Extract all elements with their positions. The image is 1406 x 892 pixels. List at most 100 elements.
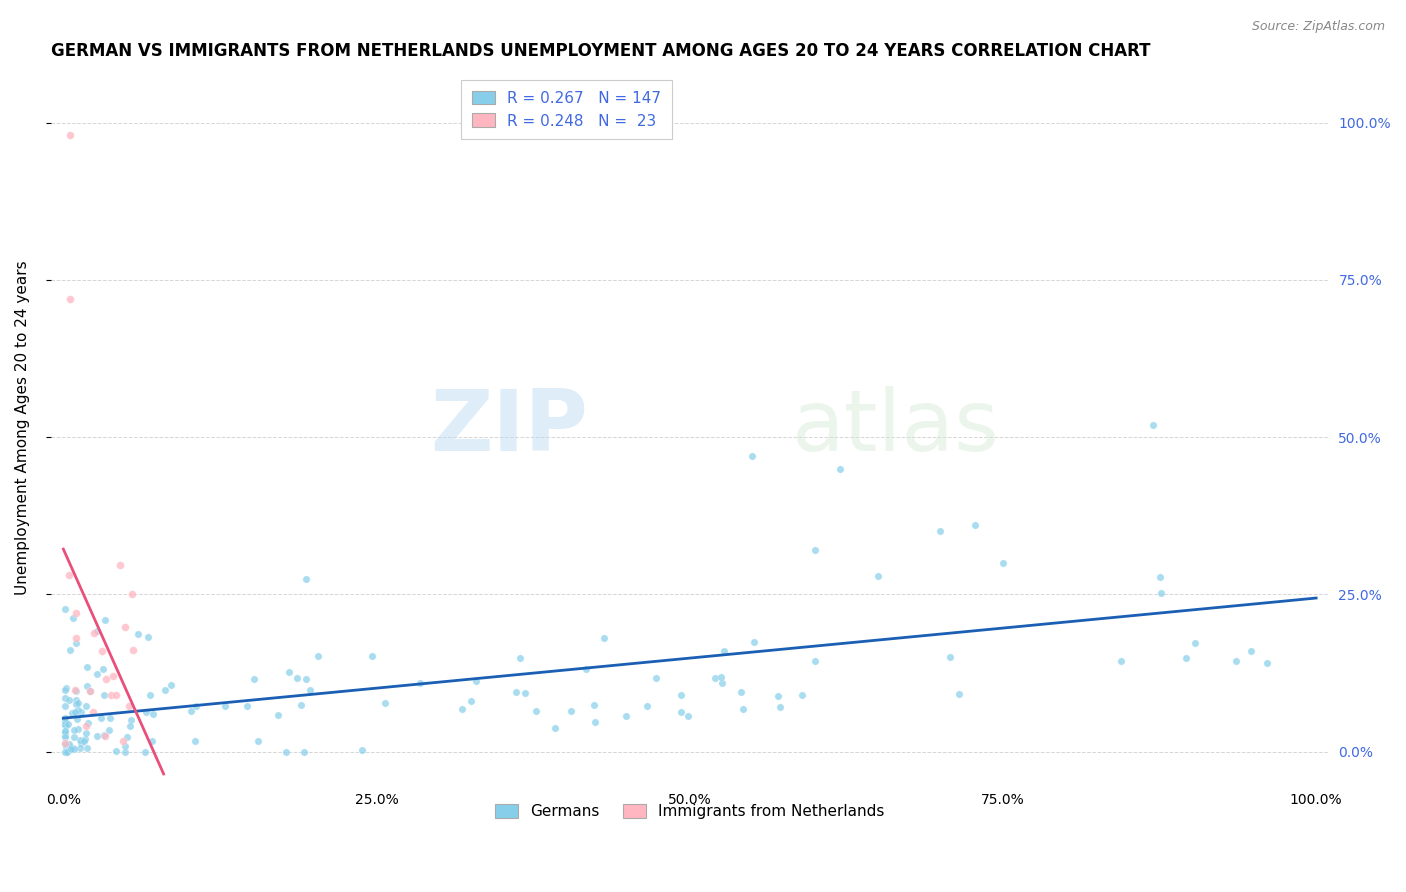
- Point: [58, 737, 80, 751]
- Point: [274, 745, 297, 759]
- Point: [803, 654, 825, 668]
- Point: [105, 688, 128, 702]
- Point: [636, 699, 658, 714]
- Point: [62, 740, 84, 755]
- Point: [742, 635, 765, 649]
- Point: [153, 683, 176, 698]
- Point: [135, 706, 157, 720]
- Point: [991, 556, 1014, 570]
- Point: [1109, 654, 1132, 668]
- Point: [60, 741, 83, 756]
- Point: [83, 625, 105, 640]
- Point: [86, 729, 108, 743]
- Point: [69, 741, 91, 756]
- Point: [86, 624, 108, 639]
- Point: [277, 665, 299, 679]
- Point: [1175, 650, 1198, 665]
- Point: [644, 671, 666, 685]
- Point: [90, 711, 112, 725]
- Point: [53, 725, 76, 739]
- Point: [134, 745, 156, 759]
- Point: [671, 688, 693, 702]
- Point: [65, 693, 87, 707]
- Point: [53, 698, 76, 713]
- Point: [55, 740, 77, 755]
- Point: [98, 723, 121, 738]
- Point: [91, 644, 114, 658]
- Point: [290, 698, 312, 712]
- Point: [59, 292, 82, 306]
- Point: [72, 734, 94, 748]
- Point: [75, 719, 97, 733]
- Point: [55, 718, 77, 732]
- Point: [100, 688, 122, 702]
- Point: [350, 743, 373, 757]
- Y-axis label: Unemployment Among Ages 20 to 24 years: Unemployment Among Ages 20 to 24 years: [15, 260, 30, 595]
- Point: [292, 745, 315, 759]
- Point: [114, 745, 136, 759]
- Point: [741, 449, 763, 463]
- Point: [75, 726, 97, 740]
- Point: [948, 687, 970, 701]
- Point: [53, 717, 76, 731]
- Point: [509, 651, 531, 665]
- Point: [183, 734, 205, 748]
- Point: [592, 631, 614, 645]
- Point: [295, 572, 318, 586]
- Point: [298, 683, 321, 698]
- Point: [963, 517, 986, 532]
- Point: [285, 671, 308, 685]
- Point: [713, 644, 735, 658]
- Point: [69, 733, 91, 747]
- Point: [451, 702, 474, 716]
- Point: [93, 728, 115, 742]
- Point: [583, 715, 606, 730]
- Point: [710, 670, 733, 684]
- Point: [93, 688, 115, 702]
- Point: [59, 643, 82, 657]
- Point: [69, 706, 91, 720]
- Point: [243, 672, 266, 686]
- Point: [114, 739, 136, 754]
- Point: [65, 632, 87, 646]
- Point: [117, 731, 139, 745]
- Point: [790, 688, 813, 702]
- Point: [515, 686, 537, 700]
- Point: [575, 662, 598, 676]
- Text: atlas: atlas: [792, 386, 1000, 469]
- Point: [730, 685, 752, 699]
- Point: [65, 636, 87, 650]
- Point: [460, 693, 482, 707]
- Point: [79, 683, 101, 698]
- Point: [53, 728, 76, 742]
- Point: [76, 660, 98, 674]
- Point: [53, 735, 76, 749]
- Point: [1225, 654, 1247, 668]
- Point: [120, 719, 142, 733]
- Point: [560, 704, 582, 718]
- Point: [63, 723, 86, 738]
- Point: [139, 688, 162, 702]
- Point: [63, 682, 86, 697]
- Point: [53, 683, 76, 698]
- Point: [62, 611, 84, 625]
- Point: [408, 676, 430, 690]
- Point: [76, 715, 98, 730]
- Point: [671, 705, 693, 719]
- Point: [505, 685, 527, 699]
- Point: [53, 731, 76, 745]
- Point: [582, 698, 605, 712]
- Point: [86, 666, 108, 681]
- Point: [93, 613, 115, 627]
- Point: [138, 631, 160, 645]
- Point: [53, 724, 76, 739]
- Point: [56, 745, 79, 759]
- Point: [361, 648, 384, 663]
- Point: [121, 587, 143, 601]
- Point: [235, 698, 257, 713]
- Point: [76, 680, 98, 694]
- Point: [938, 650, 960, 665]
- Point: [58, 739, 80, 754]
- Point: [82, 705, 104, 719]
- Point: [63, 730, 86, 744]
